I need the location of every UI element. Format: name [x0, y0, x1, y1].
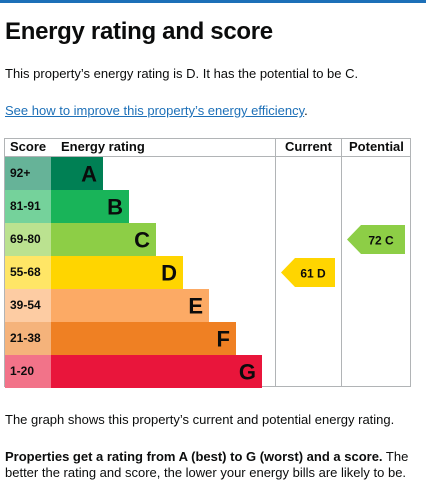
rating-bar-a — [51, 157, 103, 190]
score-range-e: 39-54 — [10, 298, 41, 312]
rating-letter-f: F — [217, 327, 230, 352]
improve-efficiency-link[interactable]: See how to improve this property’s energ… — [5, 103, 305, 118]
energy-rating-chart: A B C D E F G 61 D 72 C Score Energy rating Curr… — [4, 138, 411, 388]
rating-letter-b: B — [107, 195, 123, 220]
score-range-g: 1-20 — [10, 364, 35, 378]
rating-bar-b — [51, 190, 129, 223]
score-range-f: 21-38 — [10, 331, 41, 345]
current-rating-label: 61 D — [300, 267, 326, 281]
current-column-header: Current — [285, 139, 332, 154]
score-range-d: 55-68 — [10, 265, 41, 279]
page-title: Energy rating and score — [5, 18, 273, 45]
rating-letter-d: D — [161, 261, 177, 286]
current-rating-arrow — [281, 258, 335, 287]
potential-column-header: Potential — [349, 139, 404, 154]
rating-letter-g: G — [239, 360, 256, 385]
score-range-c: 69-80 — [10, 232, 41, 246]
intro-text: This property’s energy rating is D. It h… — [5, 66, 359, 81]
score-cell-c — [5, 223, 51, 256]
rating-letter-e: E — [188, 294, 203, 319]
score-cell-g — [5, 355, 51, 388]
rating-letter-c: C — [134, 228, 150, 253]
improve-link-line: See how to improve this property’s energ… — [5, 103, 308, 118]
potential-rating-label: 72 C — [368, 234, 394, 248]
score-cell-b — [5, 190, 51, 223]
link-suffix: . — [304, 103, 308, 118]
rating-explanation-bold: Properties get a rating from A (best) to… — [5, 449, 383, 464]
score-range-a: 92+ — [10, 166, 31, 180]
score-column-header: Score — [10, 139, 47, 154]
rating-bar-g — [51, 355, 262, 388]
rating-bar-e — [51, 289, 209, 322]
score-cell-f — [5, 322, 51, 355]
rating-explanation: Properties get a rating from A (best) to… — [5, 449, 421, 481]
top-border — [0, 0, 426, 3]
rating-bar-f — [51, 322, 236, 355]
energy-rating-column-header: Energy rating — [61, 139, 145, 154]
score-cell-a — [5, 157, 51, 190]
rating-bar-c — [51, 223, 156, 256]
potential-rating-arrow — [347, 225, 405, 254]
score-cell-e — [5, 289, 51, 322]
score-range-b: 81-91 — [10, 199, 41, 213]
rating-letter-a: A — [81, 162, 97, 187]
score-cell-d — [5, 256, 51, 289]
graph-caption: The graph shows this property’s current … — [5, 412, 395, 427]
rating-bar-d — [51, 256, 183, 289]
rating-explanation-rest: The better the rating and score, the low… — [5, 449, 409, 480]
